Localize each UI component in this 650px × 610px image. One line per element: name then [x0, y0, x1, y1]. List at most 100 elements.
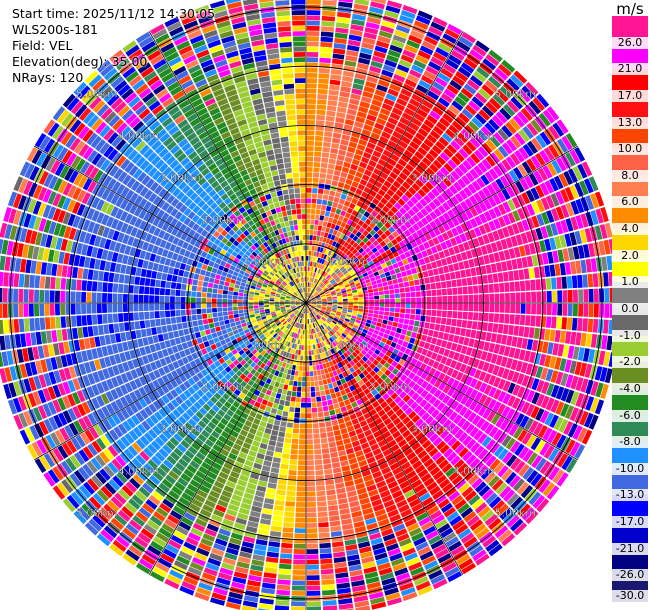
range-gate [276, 589, 291, 596]
range-gate [544, 412, 555, 426]
range-gate [306, 93, 317, 99]
range-gate [322, 303, 327, 306]
range-gate [313, 375, 319, 381]
range-gate [321, 152, 330, 158]
range-gate [488, 374, 497, 386]
range-gate [570, 331, 577, 345]
range-gate [348, 300, 354, 303]
range-gate [506, 78, 520, 92]
range-gate [350, 163, 359, 171]
range-gate [318, 281, 323, 287]
range-gate [503, 249, 511, 260]
range-gate [337, 301, 343, 303]
range-gate [306, 423, 313, 429]
range-gate [336, 231, 342, 238]
range-gate [353, 303, 359, 306]
range-gate [455, 371, 464, 381]
range-gate [386, 54, 399, 64]
range-gate [400, 88, 413, 98]
range-gate [308, 287, 311, 293]
range-gate [569, 441, 581, 457]
range-gate [446, 84, 460, 95]
range-gate [326, 168, 334, 175]
range-gate [280, 463, 289, 470]
range-gate [464, 231, 472, 241]
range-gate [268, 541, 281, 548]
range-gate [465, 376, 473, 386]
range-gate [306, 41, 319, 47]
range-gate [544, 328, 551, 341]
range-gate [565, 389, 575, 404]
range-gate [507, 212, 516, 224]
range-gate [516, 111, 529, 125]
range-gate [448, 334, 455, 342]
range-gate [514, 460, 526, 474]
range-gate [540, 395, 550, 409]
range-gate [516, 221, 525, 233]
range-gate [342, 298, 348, 301]
range-gate [303, 355, 306, 361]
range-gate [371, 55, 385, 64]
range-gate [312, 278, 316, 283]
range-gate [546, 162, 558, 177]
range-gate [317, 511, 328, 518]
range-gate [308, 339, 311, 345]
range-gate [274, 499, 285, 506]
range-gate [330, 525, 342, 532]
range-gate [477, 146, 489, 158]
range-gate [321, 15, 336, 22]
range-gate [321, 10, 336, 17]
range-gate [442, 265, 450, 274]
range-gate [426, 296, 432, 303]
range-gate [374, 306, 380, 311]
range-gate [325, 421, 332, 427]
range-gate [431, 309, 437, 317]
range-gate [378, 290, 384, 296]
range-gate [351, 13, 366, 21]
range-gate [497, 366, 505, 378]
range-gate [420, 284, 426, 291]
range-gate [430, 337, 438, 345]
range-gate [570, 200, 580, 215]
range-gate [423, 119, 435, 129]
range-gate [306, 72, 318, 78]
range-gate [535, 279, 541, 291]
range-gate [371, 280, 377, 286]
range-gate [525, 81, 539, 96]
range-gate [306, 287, 308, 293]
range-gate [440, 241, 448, 250]
range-gate [569, 360, 577, 374]
range-gate [473, 165, 484, 177]
range-gate [315, 125, 325, 131]
range-gate [572, 289, 578, 303]
range-gate [292, 428, 300, 434]
range-gate [560, 219, 569, 234]
range-gate [264, 567, 278, 574]
range-gate [338, 503, 349, 510]
range-gate [406, 145, 417, 155]
range-gate [512, 478, 525, 492]
range-gate [560, 204, 570, 218]
range-gate [389, 353, 397, 360]
range-gate [464, 104, 477, 116]
range-gate [282, 373, 287, 379]
range-gate [522, 466, 534, 481]
range-gate [604, 222, 613, 238]
range-gate [323, 216, 329, 222]
range-gate [539, 353, 547, 366]
range-gate [306, 297, 308, 303]
range-gate [293, 548, 306, 555]
range-gate [345, 55, 358, 62]
range-gate [406, 256, 414, 264]
range-gate [439, 117, 451, 128]
range-gate [328, 510, 339, 517]
range-gate [277, 388, 283, 394]
range-gate [306, 575, 320, 581]
range-gate [327, 399, 333, 406]
range-gate [443, 88, 456, 100]
range-gate [601, 256, 608, 271]
range-gate [376, 84, 388, 93]
range-gate [460, 384, 469, 395]
range-gate [474, 92, 488, 104]
range-gate [427, 191, 436, 201]
